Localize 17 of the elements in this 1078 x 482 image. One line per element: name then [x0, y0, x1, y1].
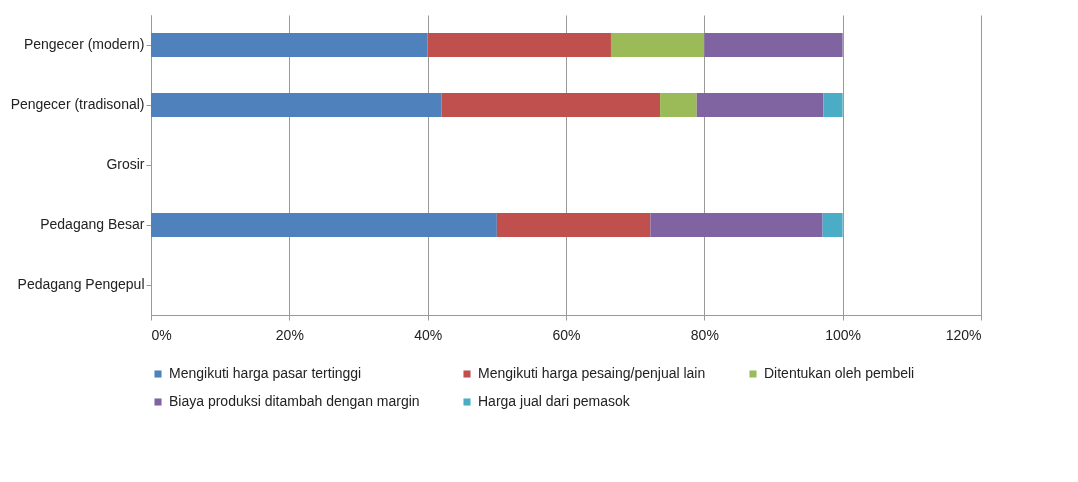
legend-label: Mengikuti harga pasar tertinggi [169, 365, 362, 381]
y-tick-label: Pedagang Pengepul [17, 276, 145, 292]
legend-label: Ditentukan oleh pembeli [764, 365, 915, 381]
x-tick-label: 80% [690, 326, 719, 343]
x-tick-label: 120% [945, 326, 982, 343]
y-tick-label: Pedagang Besar [40, 216, 145, 232]
x-tick-label: 40% [414, 326, 443, 343]
y-tick-label: Pengecer (modern) [23, 36, 145, 52]
legend-label: Mengikuti harga pesaing/penjual lain [478, 365, 706, 381]
legend-label: Biaya produksi ditambah dengan margin [169, 393, 420, 409]
x-tick-label: 100% [825, 326, 862, 343]
x-tick-label: 60% [552, 326, 581, 343]
x-tick-label: 20% [275, 326, 304, 343]
legend-label: Harga jual dari pemasok [478, 393, 631, 409]
x-tick-label: 0% [151, 326, 172, 343]
y-tick-label: Grosir [106, 156, 145, 172]
y-tick-label: Pengecer (tradisonal) [10, 96, 145, 112]
